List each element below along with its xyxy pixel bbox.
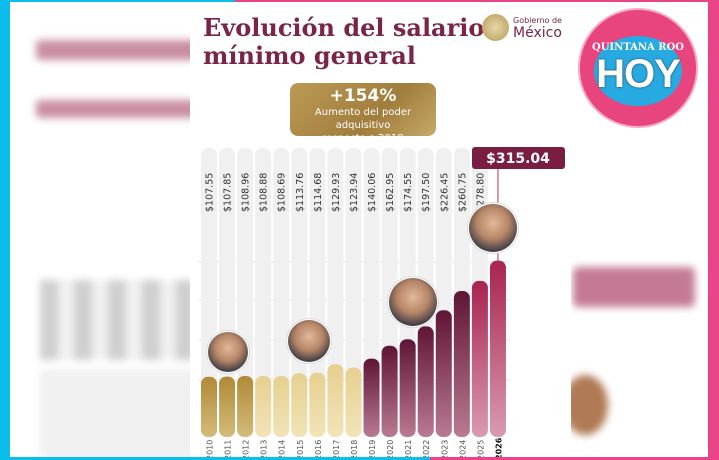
year-label-2024: 2024 [458,440,467,460]
title-line-2: mínimo general [203,41,416,70]
bar-2014 [273,376,290,437]
watermark-top-text: QUINTANA ROO [591,42,685,53]
bar-2021 [399,339,416,437]
year-label-2010: 2010 [206,440,215,460]
frame-border-top-right [235,0,719,2]
value-label-2015: $113.76 [295,173,306,212]
year-label-2014: 2014 [278,440,287,460]
frame-border-bottom-right [430,457,719,460]
portrait-2010 [208,332,248,372]
value-label-2011: $107.85 [223,173,234,212]
value-label-2018: $123.94 [349,173,360,212]
bar-2023 [435,310,452,437]
year-label-2023: 2023 [440,440,449,460]
value-label-2019: $140.06 [367,173,378,212]
bar-2016 [309,372,326,437]
bar-track [309,148,326,437]
bar-2018 [345,367,362,437]
year-label-2011: 2011 [224,440,233,460]
year-label-2018: 2018 [350,440,359,460]
title-line-1: Evolución del salario [203,13,485,42]
year-label-2022: 2022 [422,440,431,460]
gov-logo-small: Gobierno de [513,15,562,25]
value-label-2013: $108.88 [259,173,270,212]
value-label-2020: $162.95 [385,173,396,212]
portrait-2025 [469,204,517,252]
bar-2020 [381,345,398,437]
bar-2026 [489,260,506,437]
year-label-2013: 2013 [260,440,269,460]
gov-logo-big: México [513,24,562,41]
highlight-line-2: respecto a 2018 [322,133,404,144]
bar-2024 [453,290,470,437]
page-title: Evolución del salario mínimo general [203,14,484,70]
watermark-main-text: HOY [596,52,681,96]
value-label-2021: $174.55 [403,173,414,212]
frame-border-left [0,0,10,460]
bar-track [291,148,308,437]
bar-2015 [291,373,308,437]
frame-border-right [708,0,719,460]
frame-border-top-left [0,0,235,2]
bar-track [255,148,272,437]
bar-track [273,148,290,437]
bar-track [327,148,344,437]
year-label-2025: 2025 [476,440,485,460]
bar-2022 [417,326,434,437]
highlight-badge: +154% Aumento del poder adquisitivo resp… [290,83,436,144]
year-label-2021: 2021 [404,440,413,460]
value-label-2023: $226.45 [439,173,450,212]
portrait-2019 [389,278,437,326]
value-label-2012: $108.96 [241,173,252,212]
coat-of-arms-icon [482,14,509,41]
year-label-2015: 2015 [296,440,305,460]
year-label-2020: 2020 [386,440,395,460]
value-label-2017: $129.93 [331,173,342,212]
highlight-line-1: Aumento del poder adquisitivo [314,107,412,131]
bar-2010 [201,376,217,437]
highlight-value-label: $315.04 [486,151,550,167]
value-label-2016: $114.68 [313,173,324,212]
quintana-roo-hoy-watermark: QUINTANA ROO HOY [580,10,696,126]
year-label-2012: 2012 [242,440,251,460]
bar-2011 [219,376,236,437]
value-label-2025: $278.80 [475,173,486,212]
value-label-2014: $108.69 [277,173,288,212]
bar-2025 [471,280,488,437]
frame-border-bottom-left [0,457,430,460]
value-label-2024: $260.75 [457,173,468,212]
value-label-2022: $197.50 [421,173,432,212]
year-label-2019: 2019 [368,440,377,460]
year-label-2016: 2016 [314,440,323,460]
blurred-background-left [20,0,206,460]
year-label-2026: 2026 [494,437,503,460]
portrait-2015 [288,320,330,362]
bar-2013 [255,376,272,437]
highlight-value-box [472,147,565,169]
bar-track [345,148,362,437]
highlight-value: +154% [329,86,397,106]
year-label-2017: 2017 [332,440,341,460]
gobierno-de-mexico-logo: Gobierno de México [482,14,562,41]
bar-2017 [327,364,344,437]
bar-2019 [363,358,380,437]
value-label-2010: $107.55 [205,173,216,212]
bar-2012 [237,375,254,437]
